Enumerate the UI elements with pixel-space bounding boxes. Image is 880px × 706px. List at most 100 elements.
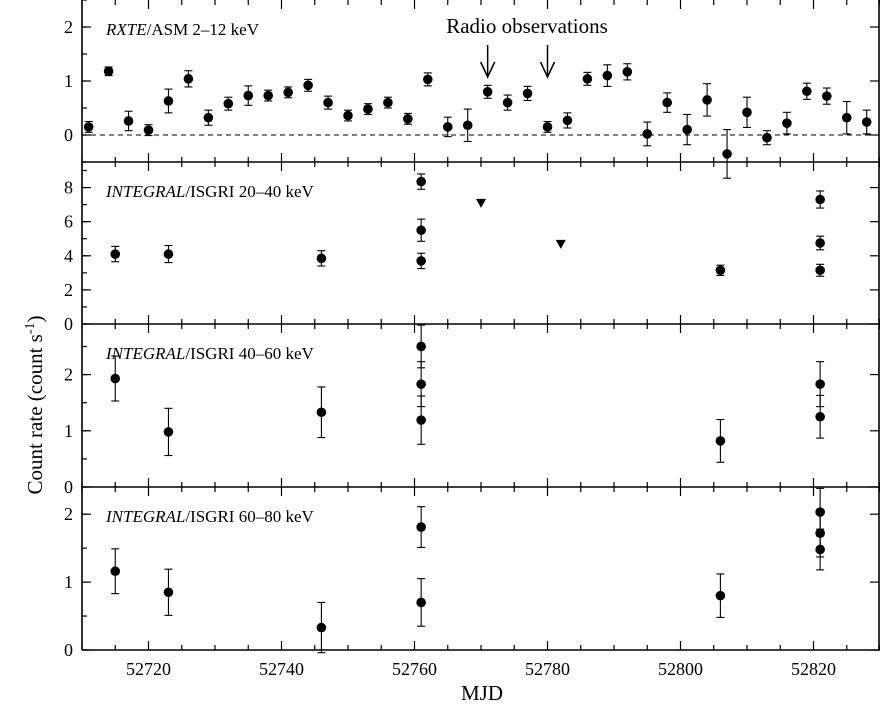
data-point: [123, 116, 134, 126]
data-point: [642, 129, 653, 139]
data-point: [782, 118, 792, 128]
panel-label: RXTE/ASM 2–12 keV: [105, 20, 260, 39]
data-point: [815, 544, 825, 555]
panel-label-mission: INTEGRAL: [105, 344, 185, 363]
y-tick-label: 0: [64, 477, 73, 497]
data-point: [416, 522, 426, 532]
y-axis-label-exponent: -1: [23, 322, 38, 334]
y-tick-label: 2: [64, 17, 73, 37]
panel-label-mission: RXTE: [105, 20, 147, 39]
y-tick-label: 6: [64, 212, 73, 232]
y-tick-label: 2: [64, 365, 73, 385]
y-axis-label: Count rate (count s-1): [23, 315, 47, 494]
data-point: [183, 74, 194, 84]
data-point: [442, 122, 453, 132]
data-point: [462, 120, 473, 131]
data-point: [416, 256, 426, 266]
data-point: [622, 67, 633, 77]
data-point: [416, 341, 426, 352]
data-point: [83, 122, 94, 132]
y-tick-label: 1: [64, 421, 73, 441]
y-axis-label-main: Count rate (count s: [23, 334, 47, 494]
upper-limit-marker: [476, 198, 486, 208]
plot-area: 0 1 2 RXTE/ASM 2–12 keV Radio observations 0 2…: [64, 0, 880, 679]
data-point: [383, 97, 393, 108]
data-point: [715, 265, 726, 276]
panel-isgri-60-80: 0 1 2 INTEGRAL/ISGRI 60–80 keV: [64, 486, 880, 660]
data-point: [343, 110, 353, 121]
data-point: [742, 107, 752, 118]
data-point: [416, 597, 426, 608]
data-point: [110, 249, 121, 259]
data-point: [416, 225, 426, 236]
data-point: [822, 91, 832, 101]
x-tick-label: 52800: [658, 659, 703, 679]
data-point: [715, 590, 726, 601]
data-point: [662, 97, 672, 108]
y-tick-label: 1: [64, 71, 73, 91]
data-point: [423, 74, 433, 85]
y-tick-label: 0: [64, 640, 73, 660]
panel-label-instrument: /ISGRI 20–40 keV: [185, 182, 314, 201]
data-point: [802, 86, 812, 97]
panel-isgri-20-40: 0 2 4 6 8 INTEGRAL/ISGRI 20–40 keV: [64, 161, 880, 334]
data-point: [416, 379, 426, 389]
data-point: [722, 149, 732, 159]
y-tick-label: 2: [64, 280, 73, 300]
data-point: [482, 87, 493, 97]
data-point: [163, 96, 174, 106]
annotation-arrow-head: [479, 61, 496, 79]
y-tick-label: 0: [64, 314, 73, 334]
data-point: [103, 66, 114, 77]
upper-limit-marker: [555, 239, 566, 249]
data-point: [163, 587, 174, 598]
y-axis-label-close: ): [23, 315, 47, 322]
data-point: [702, 95, 712, 105]
data-point: [203, 112, 214, 123]
panel-label: INTEGRAL/ISGRI 40–60 keV: [105, 344, 315, 363]
data-point: [522, 88, 533, 99]
data-point: [223, 98, 234, 109]
data-point: [542, 122, 553, 132]
data-point: [841, 112, 852, 123]
annotation-arrow-head: [539, 61, 556, 79]
annotation-label: Radio observations: [446, 14, 608, 38]
x-tick-label: 52780: [525, 659, 570, 679]
panel-label: INTEGRAL/ISGRI 60–80 keV: [105, 507, 315, 526]
data-point: [163, 249, 174, 259]
data-point: [316, 407, 327, 418]
data-point: [363, 104, 373, 114]
data-point: [110, 373, 121, 384]
data-point: [323, 97, 333, 108]
data-point: [815, 238, 825, 248]
data-point: [762, 132, 772, 143]
data-point: [143, 125, 154, 135]
data-point: [263, 90, 274, 101]
data-point: [502, 97, 513, 108]
x-tick-label: 52720: [126, 659, 171, 679]
data-point: [815, 411, 825, 422]
data-point: [303, 80, 313, 91]
panel-label-mission: INTEGRAL: [105, 507, 185, 526]
panel-label-mission: INTEGRAL: [105, 182, 185, 201]
panel-label: INTEGRAL/ISGRI 20–40 keV: [105, 182, 315, 201]
data-point: [861, 117, 872, 127]
panel-label-instrument: /ISGRI 60–80 keV: [185, 507, 314, 526]
y-tick-label: 4: [64, 246, 73, 266]
data-point: [416, 176, 426, 187]
data-point: [316, 622, 327, 633]
data-point: [602, 70, 613, 81]
data-point: [243, 90, 254, 101]
panel-label-instrument: /ASM 2–12 keV: [147, 20, 260, 39]
y-tick-label: 8: [64, 178, 73, 198]
y-tick-label: 1: [64, 572, 73, 592]
panel-isgri-40-60: 0 1 2 INTEGRAL/ISGRI 40–60 keV: [64, 323, 880, 497]
data-point: [815, 379, 825, 389]
y-tick-label: 0: [64, 125, 73, 145]
x-tick-label: 52740: [259, 659, 304, 679]
data-point: [815, 194, 825, 205]
data-point: [815, 265, 825, 276]
y-tick-label: 2: [64, 504, 73, 524]
data-point: [403, 114, 413, 124]
